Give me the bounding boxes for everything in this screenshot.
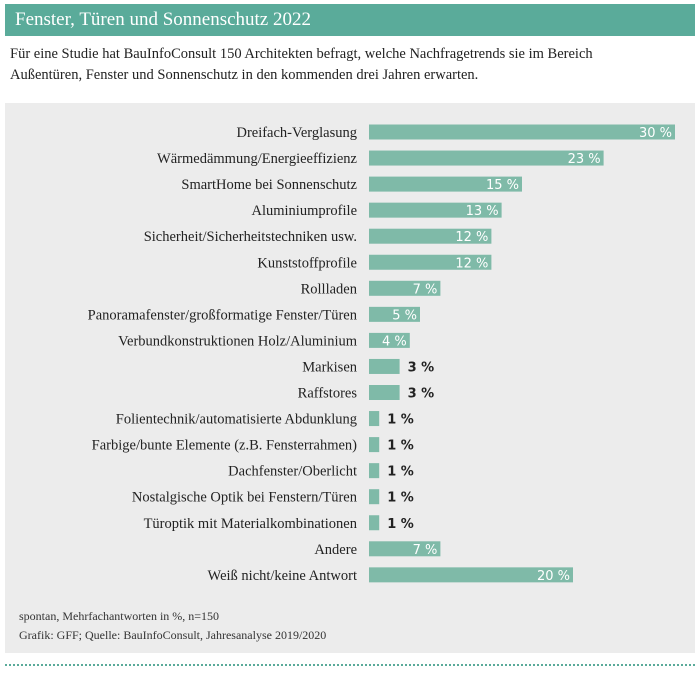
header-bar: Fenster, Türen und Sonnenschutz 2022 xyxy=(5,4,695,36)
category-label: Kunststoffprofile xyxy=(257,255,357,271)
data-label: 7 % xyxy=(413,543,438,558)
bar xyxy=(369,411,380,427)
category-label: SmartHome bei Sonnenschutz xyxy=(181,177,357,193)
bar xyxy=(369,306,420,322)
bar xyxy=(369,463,380,479)
chart-title: Fenster, Türen und Sonnenschutz 2022 xyxy=(15,9,311,30)
bar xyxy=(369,567,573,583)
category-label: Wärmedämmung/Energieeffizienz xyxy=(157,151,358,167)
category-label: Rollladen xyxy=(301,281,358,297)
category-label: Farbige/bunte Elemente (z.B. Fensterrahm… xyxy=(92,438,358,454)
data-label: 1 % xyxy=(387,517,414,532)
bar xyxy=(369,254,492,270)
data-label: 3 % xyxy=(408,360,435,375)
data-label: 12 % xyxy=(455,256,488,271)
bar xyxy=(369,515,380,531)
data-label: 1 % xyxy=(387,439,414,454)
bar xyxy=(369,385,400,400)
bar xyxy=(369,228,492,244)
category-label: Markisen xyxy=(302,359,358,375)
data-label: 3 % xyxy=(408,387,435,402)
category-label: Panoramafenster/großformatige Fenster/Tü… xyxy=(88,307,358,323)
category-label: Folientechnik/automatisierte Abdunklung xyxy=(116,412,357,428)
category-label: Andere xyxy=(314,542,357,558)
category-label: Dreifach-Verglasung xyxy=(236,125,357,141)
data-label: 4 % xyxy=(382,334,407,349)
bar xyxy=(369,437,380,453)
bar xyxy=(369,176,522,192)
intro-text: Für eine Studie hat BauInfoConsult 150 A… xyxy=(10,46,593,83)
bar xyxy=(369,124,675,140)
data-label: 1 % xyxy=(387,465,414,480)
bar xyxy=(369,332,410,348)
data-label: 30 % xyxy=(639,126,672,141)
bar xyxy=(369,202,502,218)
data-label: 1 % xyxy=(387,413,414,428)
data-label: 5 % xyxy=(392,308,417,323)
data-label: 1 % xyxy=(387,491,414,506)
category-label: Dachfenster/Oberlicht xyxy=(228,464,357,480)
bar xyxy=(369,489,380,505)
category-label: Raffstores xyxy=(298,386,358,402)
category-label: Aluminiumprofile xyxy=(251,203,357,219)
bar xyxy=(369,358,400,374)
data-label: 13 % xyxy=(466,204,499,219)
data-label: 7 % xyxy=(413,282,438,297)
chart-panel xyxy=(5,103,695,653)
data-label: 20 % xyxy=(537,569,570,584)
category-label: Verbundkonstruktionen Holz/Aluminium xyxy=(118,333,358,349)
data-label: 23 % xyxy=(568,152,601,167)
category-label: Weiß nicht/keine Antwort xyxy=(208,568,357,584)
bar xyxy=(369,541,441,557)
bar xyxy=(369,280,441,296)
source-note: Grafik: GFF; Quelle: BauInfoConsult, Jah… xyxy=(19,628,327,642)
dotted-divider xyxy=(5,664,695,666)
category-label: Türoptik mit Materialkombinationen xyxy=(144,516,358,532)
data-label: 15 % xyxy=(486,178,519,193)
category-label: Nostalgische Optik bei Fenstern/Türen xyxy=(132,490,358,506)
data-label: 12 % xyxy=(455,230,488,245)
bar xyxy=(369,150,604,166)
footnote: spontan, Mehrfachantworten in %, n=150 xyxy=(19,609,220,623)
category-label: Sicherheit/Sicherheitstechniken usw. xyxy=(144,229,357,245)
